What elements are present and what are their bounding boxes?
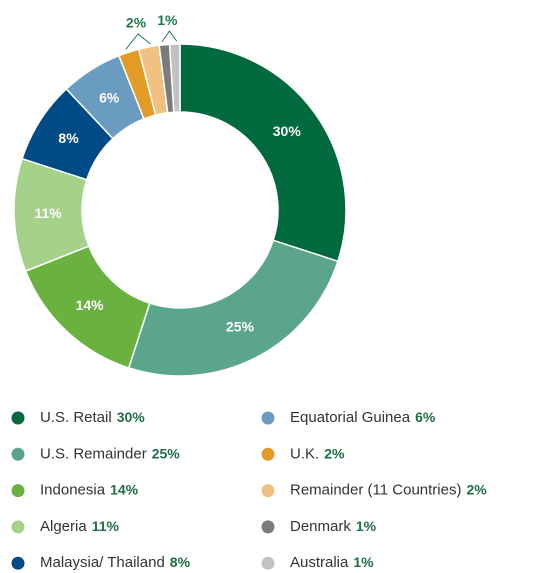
legend-swatch [261,411,275,425]
legend-swatch [11,556,25,570]
legend-swatch [11,411,25,425]
data-label: 8% [58,130,79,146]
data-label: 1% [157,12,178,28]
data-label: 14% [76,297,105,313]
legend-name: U.S. Retail [40,409,112,426]
legend-name: Indonesia [40,482,106,499]
legend-swatch [261,520,275,534]
legend-entry: U.S. Remainder 25% [40,445,180,462]
legend-value: 30% [117,409,146,425]
legend-name: Malaysia/ Thailand [40,554,165,571]
data-label: 2% [126,15,147,31]
legend-value: 14% [110,481,139,497]
legend-entry: Algeria 11% [40,518,120,535]
legend-swatch [261,556,275,570]
legend-entry: Malaysia/ Thailand 8% [40,554,191,571]
legend-swatch [11,520,25,534]
legend-name: Denmark [290,518,351,535]
legend-value: 11% [92,518,120,534]
donut-slice [127,239,339,377]
legend-swatch [261,484,275,498]
legend-entry: Remainder (11 Countries) 2% [290,481,487,498]
legend-name: Equatorial Guinea [290,409,411,426]
legend-value: 8% [170,554,191,570]
data-label: 6% [99,89,120,105]
donut-slice [168,43,181,113]
legend-name: U.K. [290,445,319,462]
legend-value: 2% [324,445,345,461]
legend-swatch [11,447,25,461]
legend-value: 1% [356,518,377,534]
legend-entry: Equatorial Guinea 6% [290,409,436,426]
legend-entry: U.S. Retail 30% [40,409,145,426]
legend-entry: Australia 1% [290,554,374,571]
legend-swatch [11,484,25,498]
legend-value: 1% [353,554,374,570]
legend-swatch [261,447,275,461]
legend-value: 2% [466,481,487,497]
legend-name: Australia [290,554,349,571]
data-label: 11% [34,205,62,221]
legend-entry: Indonesia 14% [40,481,139,498]
legend-name: Remainder (11 Countries) [290,482,461,499]
leader-line [161,30,178,43]
legend-value: 6% [415,409,436,425]
leader-line [125,33,151,50]
data-label: 30% [273,123,302,139]
legend-entry: U.K. 2% [290,445,345,462]
donut-slice [179,43,347,263]
legend-name: Algeria [40,518,87,535]
data-label: 25% [226,318,255,334]
legend-value: 25% [152,445,181,461]
legend-name: U.S. Remainder [40,445,147,462]
legend-entry: Denmark 1% [290,518,377,535]
